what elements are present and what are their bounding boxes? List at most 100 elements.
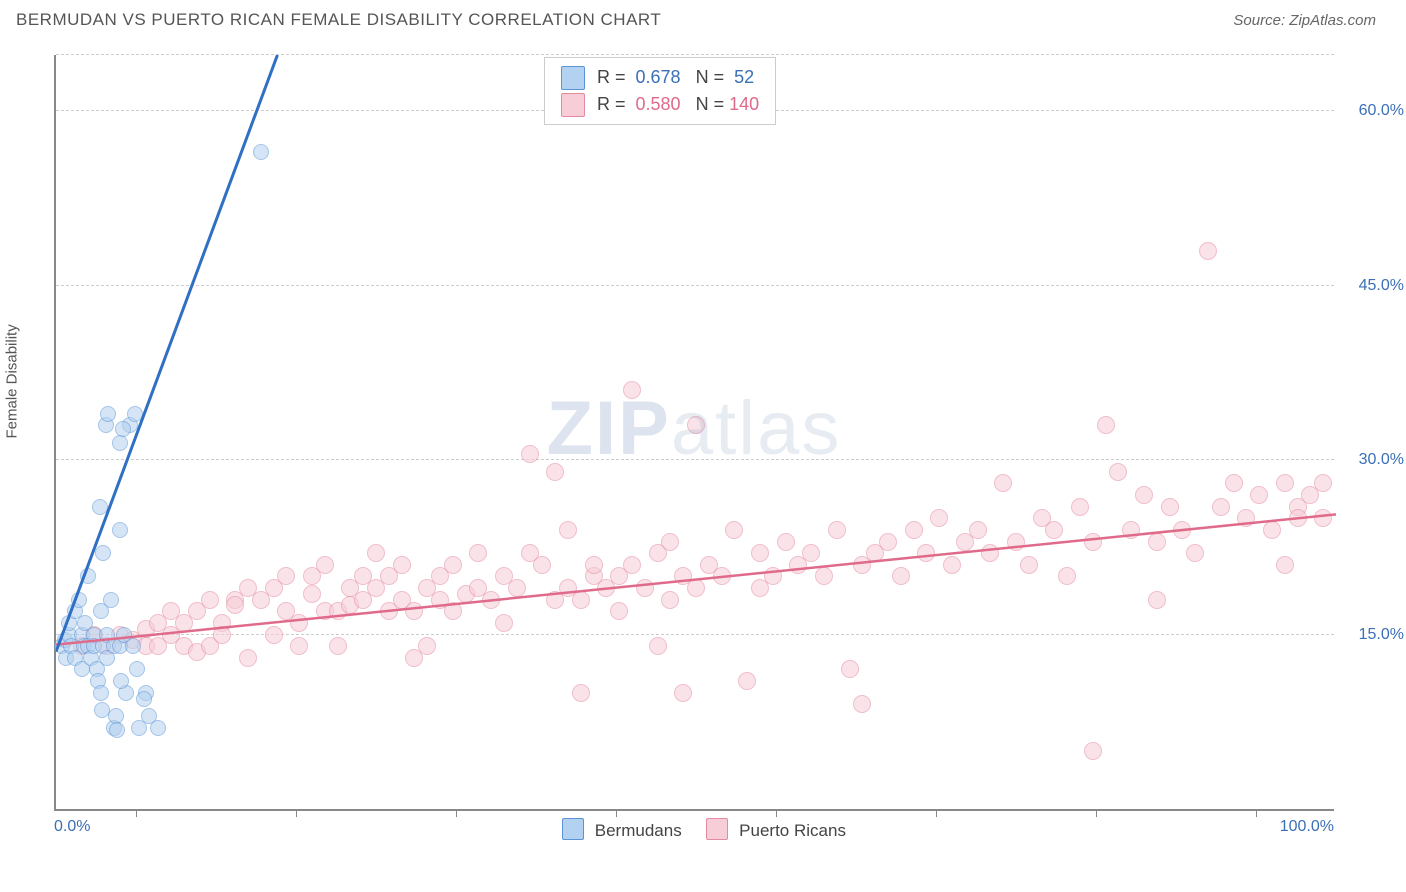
bermudans-point xyxy=(125,638,141,654)
puerto-ricans-point xyxy=(585,556,603,574)
y-tick-label: 60.0% xyxy=(1344,102,1404,120)
puerto-ricans-point xyxy=(969,521,987,539)
legend-swatch-puerto-ricans xyxy=(706,818,728,840)
puerto-ricans-point xyxy=(572,591,590,609)
puerto-ricans-point xyxy=(290,637,308,655)
puerto-ricans-point xyxy=(508,579,526,597)
bermudans-point xyxy=(80,568,96,584)
puerto-ricans-point xyxy=(1276,474,1294,492)
y-tick-label: 30.0% xyxy=(1344,451,1404,469)
puerto-ricans-point xyxy=(623,381,641,399)
plot-region: 15.0%30.0%45.0%60.0% xyxy=(54,55,1334,811)
puerto-ricans-point xyxy=(559,521,577,539)
puerto-ricans-point xyxy=(930,509,948,527)
puerto-ricans-point xyxy=(572,684,590,702)
puerto-ricans-point xyxy=(879,533,897,551)
puerto-ricans-point xyxy=(303,585,321,603)
puerto-ricans-point xyxy=(1199,242,1217,260)
bermudans-point xyxy=(95,545,111,561)
puerto-ricans-point xyxy=(917,544,935,562)
chart-title: BERMUDAN VS PUERTO RICAN FEMALE DISABILI… xyxy=(16,10,661,30)
puerto-ricans-point xyxy=(226,596,244,614)
puerto-ricans-point xyxy=(533,556,551,574)
puerto-ricans-point xyxy=(751,544,769,562)
puerto-ricans-point xyxy=(841,660,859,678)
bermudans-point xyxy=(129,661,145,677)
swatch-bermudans xyxy=(561,66,585,90)
bermudans-point xyxy=(94,702,110,718)
legend-row-puerto-ricans: R = 0.580 N = 140 xyxy=(561,91,759,118)
puerto-ricans-point xyxy=(1084,533,1102,551)
puerto-ricans-point xyxy=(521,445,539,463)
legend-swatch-bermudans xyxy=(562,818,584,840)
puerto-ricans-point xyxy=(994,474,1012,492)
puerto-ricans-point xyxy=(981,544,999,562)
puerto-ricans-point xyxy=(1020,556,1038,574)
bermudans-point xyxy=(71,592,87,608)
puerto-ricans-point xyxy=(623,556,641,574)
bermudans-point xyxy=(150,720,166,736)
chart-area: 15.0%30.0%45.0%60.0% ZIPatlas R = 0.678 … xyxy=(54,55,1334,811)
puerto-ricans-point xyxy=(1161,498,1179,516)
puerto-ricans-point xyxy=(661,533,679,551)
series-legend: Bermudans Puerto Ricans xyxy=(54,818,1334,841)
puerto-ricans-point xyxy=(1135,486,1153,504)
puerto-ricans-point xyxy=(495,614,513,632)
bermudans-point xyxy=(103,592,119,608)
gridline xyxy=(56,285,1334,286)
puerto-ricans-point xyxy=(1250,486,1268,504)
puerto-ricans-point xyxy=(201,591,219,609)
puerto-ricans-point xyxy=(1276,556,1294,574)
puerto-ricans-point xyxy=(1058,567,1076,585)
puerto-ricans-point xyxy=(418,637,436,655)
y-axis-label: Female Disability xyxy=(4,324,21,438)
puerto-ricans-point xyxy=(1148,533,1166,551)
puerto-ricans-point xyxy=(815,567,833,585)
puerto-ricans-point xyxy=(1289,509,1307,527)
puerto-ricans-point xyxy=(828,521,846,539)
puerto-ricans-point xyxy=(1007,533,1025,551)
gridline xyxy=(56,459,1334,460)
puerto-ricans-point xyxy=(853,695,871,713)
bermudans-point xyxy=(92,499,108,515)
bermudans-point xyxy=(109,722,125,738)
legend-label-bermudans: Bermudans xyxy=(595,821,682,840)
puerto-ricans-point xyxy=(393,556,411,574)
puerto-ricans-point xyxy=(1186,544,1204,562)
bermudans-point xyxy=(136,691,152,707)
puerto-ricans-point xyxy=(1314,509,1332,527)
puerto-ricans-point xyxy=(239,649,257,667)
bermudans-point xyxy=(113,673,129,689)
puerto-ricans-point xyxy=(1109,463,1127,481)
puerto-ricans-point xyxy=(1071,498,1089,516)
puerto-ricans-point xyxy=(316,556,334,574)
correlation-legend: R = 0.678 N = 52 R = 0.580 N = 140 xyxy=(544,57,776,125)
puerto-ricans-point xyxy=(1122,521,1140,539)
puerto-ricans-point xyxy=(610,602,628,620)
gridline xyxy=(56,634,1334,635)
source-attribution: Source: ZipAtlas.com xyxy=(1233,12,1376,29)
puerto-ricans-point xyxy=(943,556,961,574)
puerto-ricans-point xyxy=(265,626,283,644)
bermudans-point xyxy=(100,406,116,422)
puerto-ricans-point xyxy=(444,556,462,574)
puerto-ricans-point xyxy=(1097,416,1115,434)
puerto-ricans-point xyxy=(1212,498,1230,516)
puerto-ricans-point xyxy=(802,544,820,562)
bermudans-point xyxy=(253,144,269,160)
puerto-ricans-point xyxy=(905,521,923,539)
puerto-ricans-point xyxy=(636,579,654,597)
bermudans-point xyxy=(112,435,128,451)
legend-row-bermudans: R = 0.678 N = 52 xyxy=(561,64,759,91)
bermudans-point xyxy=(127,406,143,422)
swatch-puerto-ricans xyxy=(561,93,585,117)
puerto-ricans-point xyxy=(649,637,667,655)
puerto-ricans-point xyxy=(674,684,692,702)
puerto-ricans-point xyxy=(892,567,910,585)
puerto-ricans-point xyxy=(738,672,756,690)
puerto-ricans-point xyxy=(213,626,231,644)
puerto-ricans-point xyxy=(1225,474,1243,492)
puerto-ricans-point xyxy=(405,602,423,620)
puerto-ricans-point xyxy=(546,463,564,481)
puerto-ricans-point xyxy=(444,602,462,620)
